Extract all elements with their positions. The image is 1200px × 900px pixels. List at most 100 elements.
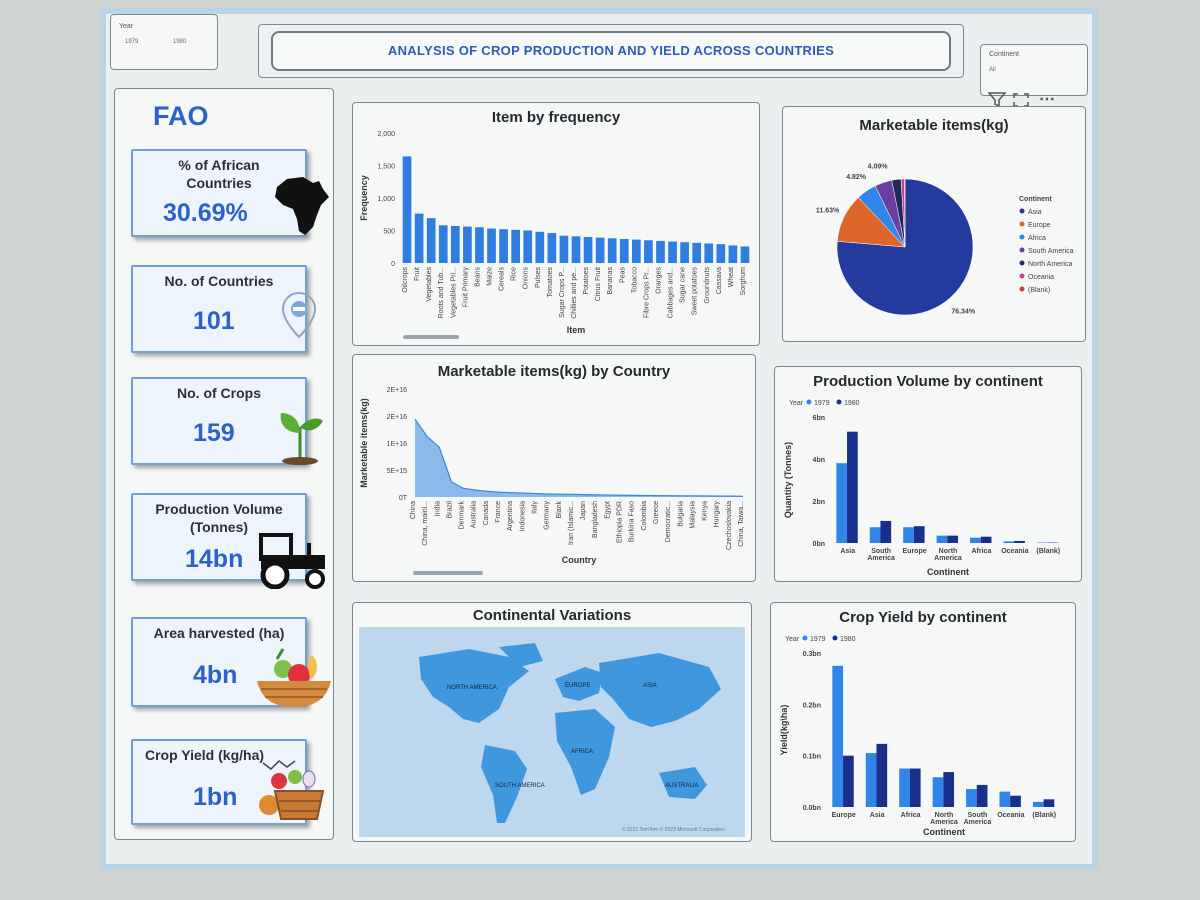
x-tick-label: Cassava bbox=[716, 267, 723, 294]
x-tick-label: Europe bbox=[903, 548, 927, 555]
map-title: Continental Variations bbox=[472, 607, 632, 624]
x-tick-label: Pulses bbox=[535, 267, 542, 289]
bar bbox=[936, 535, 948, 543]
x-tick-label: Argentina bbox=[507, 501, 514, 531]
x-tick-label: Sugar cane bbox=[680, 267, 687, 303]
x-tick-label: Asia bbox=[870, 812, 885, 819]
y-tick-label: 0bn bbox=[813, 541, 825, 548]
x-tick-label: Fibre Crops Pr... bbox=[643, 267, 650, 318]
legend-label: Oceania bbox=[1028, 274, 1054, 281]
x-tick-label: Africa bbox=[972, 548, 992, 555]
kpi-sidebar: FAO % of African Countries 30.69% No. of… bbox=[114, 88, 334, 840]
legend-label: 1979 bbox=[814, 400, 830, 407]
bar bbox=[966, 789, 977, 807]
x-tick-label: Oranges bbox=[655, 267, 662, 294]
bar bbox=[716, 244, 726, 263]
legend-marker bbox=[806, 399, 812, 405]
kpi-no-of-crops: No. of Crops 159 bbox=[131, 377, 323, 465]
marketable-pie-svg: 76.34% 11.63% 4.82%4.09% Continent Asia Europ… bbox=[816, 163, 1074, 315]
bar bbox=[644, 240, 653, 263]
x-tick-label: Beans bbox=[474, 267, 481, 287]
page-title: ANALYSIS OF CROP PRODUCTION AND YIELD AC… bbox=[387, 43, 835, 58]
map-label-africa: AFRICA bbox=[571, 749, 593, 755]
africa-shape bbox=[555, 709, 615, 795]
pie-data-label: 76.34% bbox=[951, 308, 976, 315]
legend-marker bbox=[802, 635, 808, 641]
year-slicer-start[interactable]: 1979 bbox=[125, 39, 139, 45]
vegetable-basket-icon bbox=[259, 755, 329, 830]
chart-item-frequency[interactable]: Item by frequency 0 500 1,000 1,500 2,000 Fre… bbox=[352, 102, 760, 346]
chart-production-by-continent[interactable]: Production Volume by continent Year 1979 1… bbox=[774, 366, 1082, 582]
focus-mode-icon[interactable] bbox=[1010, 92, 1032, 112]
y-tick-label: 0.1bn bbox=[803, 754, 821, 761]
y-tick-label: 2E+16 bbox=[387, 387, 408, 394]
chart-yield-by-continent[interactable]: Crop Yield by continent Year 1979 1980 0.0b… bbox=[770, 602, 1076, 842]
bar bbox=[475, 227, 484, 263]
x-tick-label: Canada bbox=[483, 501, 490, 526]
world-map[interactable]: NORTH AMERICA SOUTH AMERICA EUROPE AFRIC… bbox=[359, 627, 745, 837]
x-tick-label: Denmark bbox=[459, 501, 466, 530]
kpi-label: Crop Yield (kg/ha) bbox=[145, 747, 265, 763]
dashboard: Year 1979 1980 ANALYSIS OF CROP PRODUCTI… bbox=[100, 8, 1098, 870]
x-tick-label: Onions bbox=[523, 267, 530, 290]
bar bbox=[523, 230, 533, 263]
asia-shape bbox=[599, 653, 721, 727]
more-options-icon[interactable]: ⋯ bbox=[1039, 91, 1055, 108]
x-tick-label: Tomatoes bbox=[547, 267, 554, 298]
bar bbox=[571, 236, 581, 263]
y-tick-label: 0.3bn bbox=[803, 651, 821, 658]
x-tick-label: Egypt bbox=[604, 501, 611, 519]
bar bbox=[704, 243, 714, 263]
map-pin-icon bbox=[279, 291, 319, 346]
chart-title: Item by frequency bbox=[491, 109, 621, 126]
y-tick-label: 2,000 bbox=[377, 131, 395, 138]
y-tick-label: 1,000 bbox=[377, 196, 395, 203]
legend-label: South America bbox=[1028, 248, 1074, 255]
x-tick-label: Blank bbox=[556, 501, 563, 519]
kpi-label: No. of Countries bbox=[164, 273, 274, 289]
africa-icon bbox=[273, 175, 331, 242]
x-tick-label: China bbox=[410, 501, 417, 519]
x-tick-label: (Blank) bbox=[1032, 812, 1056, 819]
x-tick-label: Fruit Primary bbox=[462, 267, 469, 308]
year-slicer[interactable]: Year 1979 1980 bbox=[110, 14, 218, 70]
bar bbox=[692, 242, 702, 263]
legend-label: Europe bbox=[1028, 222, 1051, 229]
x-tick-label: South bbox=[968, 812, 988, 819]
horizontal-scrollbar[interactable] bbox=[403, 335, 459, 339]
legend-marker bbox=[1019, 208, 1025, 214]
continent-slicer[interactable]: Continent All bbox=[980, 44, 1088, 96]
bar bbox=[511, 229, 520, 263]
chart-marketable-pie[interactable]: Marketable items(kg) 76.34% 11.63% 4.82% 4.… bbox=[782, 106, 1086, 342]
x-tick-label: America bbox=[934, 555, 962, 562]
kpi-no-of-countries: No. of Countries 101 bbox=[131, 265, 317, 353]
horizontal-scrollbar[interactable] bbox=[413, 571, 483, 575]
kpi-value: 14bn bbox=[185, 545, 244, 573]
map-credit: © 2023 TomTom © 2023 Microsoft Corporati… bbox=[621, 827, 725, 833]
kpi-value: 4bn bbox=[193, 661, 238, 689]
map-panel[interactable]: Continental Variations NORTH AMERICA SOU… bbox=[352, 602, 752, 842]
x-tick-label: Iran (Islamic... bbox=[568, 501, 575, 545]
x-tick-label: Oilcrops bbox=[402, 267, 409, 293]
year-slicer-label: Year bbox=[119, 23, 134, 30]
x-tick-label: Burkina Faso bbox=[629, 501, 636, 542]
bar bbox=[668, 241, 677, 263]
bar bbox=[899, 768, 910, 807]
legend-label: Africa bbox=[1028, 235, 1046, 242]
chart-marketable-by-country[interactable]: Marketable items(kg) by Country 0T 5E+15 1… bbox=[352, 354, 756, 582]
x-tick-label: Chillies and pe... bbox=[571, 267, 578, 319]
bar bbox=[450, 225, 460, 263]
continent-slicer-value[interactable]: All bbox=[989, 67, 996, 73]
bar bbox=[947, 535, 959, 543]
x-axis-title: Country bbox=[562, 555, 597, 565]
year-slicer-end[interactable]: 1980 bbox=[173, 39, 187, 45]
x-tick-label: Brazil bbox=[446, 501, 453, 519]
bar bbox=[876, 743, 888, 807]
legend-label: (Blank) bbox=[1028, 287, 1050, 294]
kpi-label: Area harvested (ha) bbox=[153, 625, 285, 641]
x-tick-label: Peas bbox=[619, 267, 626, 283]
bar bbox=[913, 526, 925, 543]
y-axis-title: Yield(kg\ha) bbox=[779, 705, 789, 756]
legend-title: Continent bbox=[1019, 196, 1052, 203]
x-tick-label: Oceania bbox=[997, 812, 1024, 819]
